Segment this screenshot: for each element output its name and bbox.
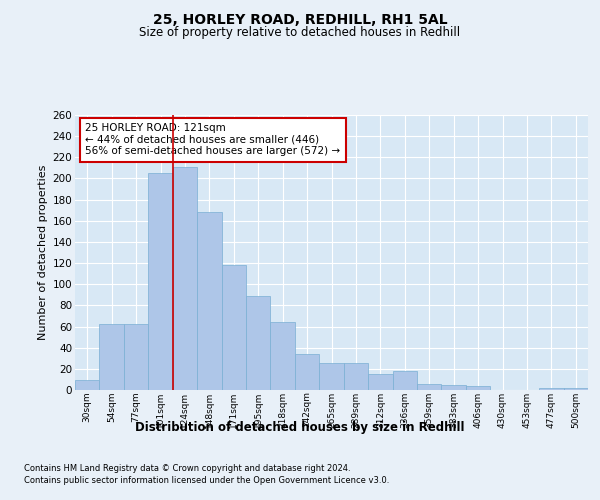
Bar: [539, 388, 563, 390]
Bar: [246, 296, 271, 390]
Text: Size of property relative to detached houses in Redhill: Size of property relative to detached ho…: [139, 26, 461, 39]
Bar: [368, 374, 392, 390]
Text: Contains public sector information licensed under the Open Government Licence v3: Contains public sector information licen…: [24, 476, 389, 485]
Bar: [344, 362, 368, 390]
Bar: [221, 265, 246, 390]
Bar: [563, 388, 588, 390]
Text: Contains HM Land Registry data © Crown copyright and database right 2024.: Contains HM Land Registry data © Crown c…: [24, 464, 350, 473]
Bar: [100, 324, 124, 390]
Bar: [442, 384, 466, 390]
Text: 25 HORLEY ROAD: 121sqm
← 44% of detached houses are smaller (446)
56% of semi-de: 25 HORLEY ROAD: 121sqm ← 44% of detached…: [85, 123, 340, 156]
Bar: [295, 354, 319, 390]
Bar: [148, 173, 173, 390]
Bar: [319, 362, 344, 390]
Bar: [197, 212, 221, 390]
Text: Distribution of detached houses by size in Redhill: Distribution of detached houses by size …: [135, 421, 465, 434]
Bar: [75, 380, 100, 390]
Bar: [417, 384, 442, 390]
Text: 25, HORLEY ROAD, REDHILL, RH1 5AL: 25, HORLEY ROAD, REDHILL, RH1 5AL: [152, 12, 448, 26]
Bar: [173, 167, 197, 390]
Bar: [466, 386, 490, 390]
Y-axis label: Number of detached properties: Number of detached properties: [38, 165, 49, 340]
Bar: [124, 324, 148, 390]
Bar: [392, 371, 417, 390]
Bar: [271, 322, 295, 390]
